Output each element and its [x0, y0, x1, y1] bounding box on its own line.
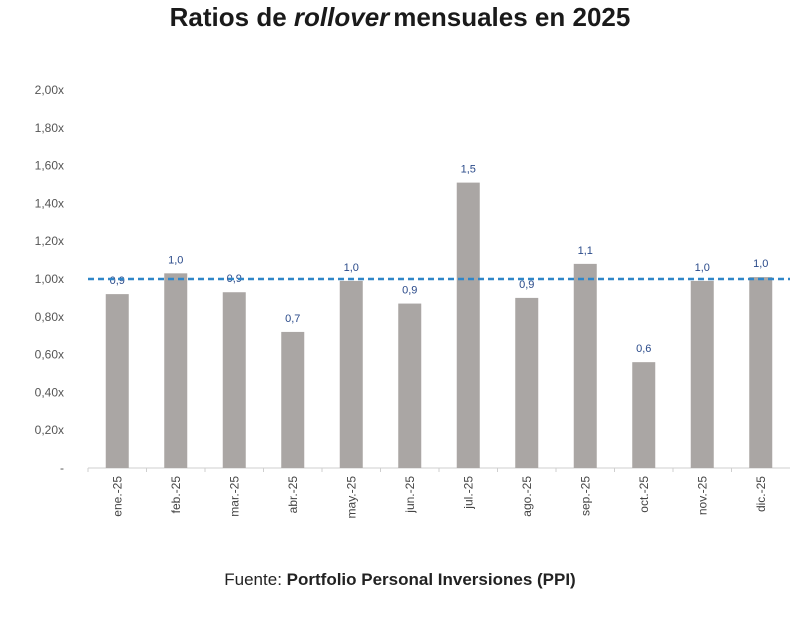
- bar: [339, 280, 363, 468]
- bar: [164, 273, 188, 468]
- data-label: 0,9: [110, 275, 125, 287]
- data-label: 1,0: [344, 262, 359, 274]
- y-tick-label: 0,60x: [35, 348, 64, 362]
- data-label: 1,5: [461, 164, 476, 176]
- bar: [281, 331, 305, 468]
- y-tick-label: -: [60, 461, 64, 475]
- y-tick-label: 1,00x: [35, 272, 64, 286]
- category-label: nov.-25: [695, 476, 709, 515]
- category-label: feb.-25: [169, 476, 183, 514]
- category-label: may.-25: [344, 476, 358, 519]
- y-tick-label: 2,00x: [35, 83, 64, 97]
- bar: [222, 292, 246, 468]
- bar: [632, 362, 656, 468]
- bar: [456, 182, 480, 469]
- source-prefix: Fuente:: [224, 570, 282, 589]
- category-label: ene.-25: [110, 476, 124, 517]
- category-label: mar.-25: [227, 476, 241, 517]
- data-label: 0,7: [285, 313, 300, 325]
- source-note: Fuente: Portfolio Personal Inversiones (…: [0, 570, 800, 590]
- category-label: abr.-25: [286, 476, 300, 514]
- y-tick-label: 1,60x: [35, 159, 64, 173]
- bar: [749, 277, 773, 468]
- title-italic: rollover: [293, 2, 390, 32]
- data-label: 1,0: [695, 262, 710, 274]
- y-tick-label: 1,40x: [35, 196, 64, 210]
- bar: [573, 263, 597, 468]
- bar: [398, 303, 422, 468]
- data-label: 1,0: [168, 254, 183, 266]
- y-tick-label: 0,20x: [35, 423, 64, 437]
- chart-title: Ratios de rollover mensuales en 2025: [0, 0, 800, 34]
- bar: [690, 280, 714, 468]
- y-tick-label: 0,80x: [35, 310, 64, 324]
- data-label: 0,9: [519, 279, 534, 291]
- title-suffix: mensuales en 2025: [393, 2, 631, 32]
- category-label: jul.-25: [461, 476, 475, 510]
- y-tick-label: 1,80x: [35, 121, 64, 135]
- data-label: 1,1: [578, 245, 593, 257]
- category-label: sep.-25: [578, 476, 592, 516]
- source-name: Portfolio Personal Inversiones (PPI): [286, 570, 576, 589]
- y-tick-label: 0,40x: [35, 385, 64, 399]
- title-prefix: Ratios de: [169, 2, 287, 32]
- category-label: ago.-25: [520, 476, 534, 517]
- bar-chart: - 0,20x 0,40x 0,60x 0,80x 1,00x 1,20x 1,40x 1,60…: [35, 83, 790, 519]
- category-label: oct.-25: [637, 476, 651, 513]
- data-label: 0,9: [227, 273, 242, 285]
- category-label: jun.-25: [403, 476, 417, 514]
- data-label: 0,9: [402, 285, 417, 297]
- category-label: dic.-25: [754, 476, 768, 512]
- bar: [105, 294, 129, 468]
- data-label: 0,6: [636, 343, 651, 355]
- y-tick-label: 1,20x: [35, 234, 64, 248]
- bar: [515, 297, 539, 468]
- data-label: 1,0: [753, 258, 768, 270]
